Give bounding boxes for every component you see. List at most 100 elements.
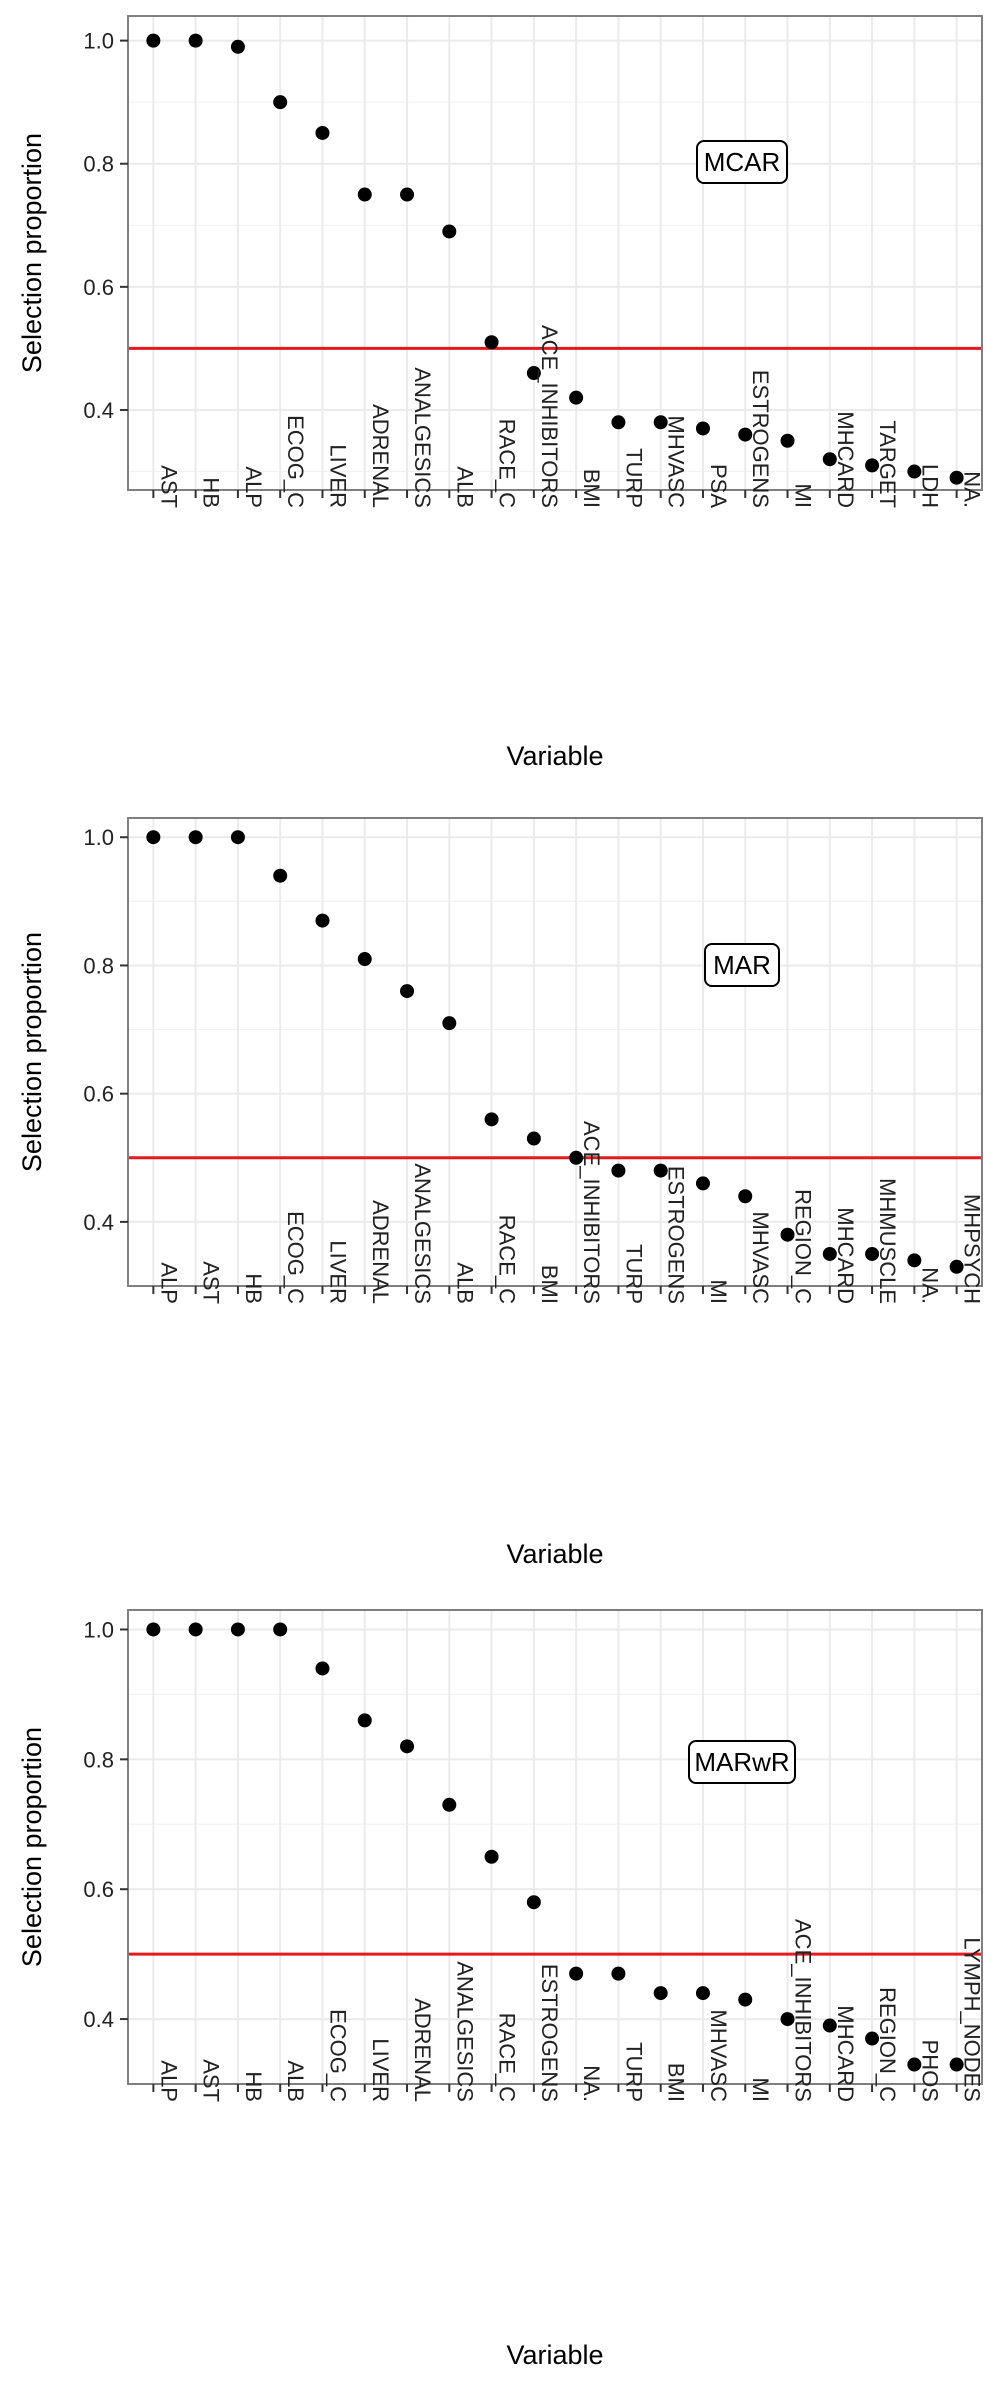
data-point xyxy=(526,1131,541,1146)
data-point xyxy=(315,1661,330,1676)
data-point xyxy=(315,125,330,140)
data-point xyxy=(865,458,880,473)
x-tick-label: NA. xyxy=(960,471,985,508)
x-axis-title: Variable xyxy=(506,1539,603,1569)
x-tick-label: NA. xyxy=(917,1267,942,1304)
panel-border xyxy=(127,1609,983,2085)
data-point xyxy=(146,1622,161,1637)
x-tick-label: BMI xyxy=(537,1265,562,1304)
data-point xyxy=(653,415,668,430)
data-point xyxy=(822,2018,837,2033)
panel-annotation-box xyxy=(696,140,788,184)
y-tick-label: 0.4 xyxy=(83,398,114,423)
data-point xyxy=(273,1622,288,1637)
x-tick-label: MHVASC xyxy=(748,1212,773,1305)
x-tick-label: ECOG_C xyxy=(325,2009,350,2102)
data-point xyxy=(188,830,203,845)
data-point xyxy=(230,830,245,845)
data-point xyxy=(400,1739,415,1754)
y-axis-title: Selection proportion xyxy=(17,133,47,373)
data-point xyxy=(611,1163,626,1178)
x-tick-label: ALP xyxy=(156,1262,181,1304)
x-tick-label: LDH xyxy=(917,464,942,508)
x-tick-label: PSA xyxy=(706,464,731,508)
x-tick-label: LIVER xyxy=(368,2038,393,2102)
x-tick-label: ACE_INHIBITORS xyxy=(537,325,562,508)
data-point xyxy=(526,366,541,381)
x-axis-title: Variable xyxy=(506,2340,603,2370)
data-point xyxy=(780,1227,795,1242)
x-tick-label: ACE_INHIBITORS xyxy=(579,1121,604,1304)
panel-background xyxy=(128,1610,982,2084)
panel-annotation-label: MARwR xyxy=(694,1747,789,1777)
x-tick-label: LIVER xyxy=(325,1240,350,1304)
panel-annotation-label: MAR xyxy=(713,950,771,980)
data-point xyxy=(949,1259,964,1274)
data-point xyxy=(146,830,161,845)
data-point xyxy=(357,952,372,967)
x-tick-label: MHCARD xyxy=(833,1207,858,1304)
x-tick-label: ADRENAL xyxy=(410,1998,435,2102)
x-tick-label: LYMPH_NODES xyxy=(960,1937,985,2102)
x-tick-label: MHMUSCLE xyxy=(875,1178,900,1304)
data-point xyxy=(569,1966,584,1981)
panel-border xyxy=(127,817,983,1287)
data-point xyxy=(484,1112,499,1127)
x-tick-label: MHCARD xyxy=(833,2005,858,2102)
data-point xyxy=(695,1986,710,2001)
data-point xyxy=(442,1016,457,1031)
panel-border xyxy=(127,15,983,491)
data-point xyxy=(146,33,161,48)
y-tick-label: 1.0 xyxy=(83,1617,114,1642)
data-point xyxy=(357,1713,372,1728)
y-tick-label: 0.8 xyxy=(83,152,114,177)
x-tick-label: RACE_C xyxy=(495,2013,520,2102)
x-tick-label: HB xyxy=(241,2071,266,2102)
x-tick-label: BMI xyxy=(664,2063,689,2102)
data-point xyxy=(569,390,584,405)
x-axis-title: Variable xyxy=(506,741,603,771)
x-tick-label: ALP xyxy=(241,466,266,508)
x-tick-label: ECOG_C xyxy=(283,415,308,508)
chart-panel-2: MAR 0.4 0.6 0.8 1.0 ALP AST HB ECOG_C LIVER ADRENA… xyxy=(17,817,985,1569)
x-tick-label: TURP xyxy=(621,1244,646,1304)
x-tick-label: PHOS xyxy=(917,2040,942,2102)
data-point xyxy=(949,470,964,485)
x-tick-label: TARGET xyxy=(875,420,900,508)
data-point xyxy=(695,1176,710,1191)
data-point xyxy=(865,2031,880,2046)
x-tick-label: ACE_INHIBITORS xyxy=(791,1919,816,2102)
chart-panel-3: MARwR 0.4 0.6 0.8 1.0 ALP AST HB ALB ECOG_C LIVER A… xyxy=(17,1609,985,2370)
x-tick-label: LIVER xyxy=(325,444,350,508)
x-tick-label: ADRENAL xyxy=(368,1200,393,1304)
x-tick-label: REGION_C xyxy=(791,1189,816,1304)
y-tick-label: 0.6 xyxy=(83,1082,114,1107)
panel-annotation-box xyxy=(688,1740,796,1784)
data-point xyxy=(865,1246,880,1261)
x-tick-label: TURP xyxy=(621,448,646,508)
x-tick-label: MI xyxy=(791,484,816,508)
x-tick-label: MHVASC xyxy=(706,2010,731,2103)
x-tick-label: ALB xyxy=(452,1262,477,1304)
x-tick-label: ALB xyxy=(283,2060,308,2102)
y-tick-label: 0.8 xyxy=(83,953,114,978)
data-point xyxy=(738,427,753,442)
x-tick-label: HB xyxy=(241,1273,266,1304)
data-point xyxy=(738,1992,753,2007)
x-tick-label: ESTROGENS xyxy=(537,1964,562,2102)
x-tick-label: ANALGESICS xyxy=(410,1163,435,1304)
data-point xyxy=(949,2057,964,2072)
x-tick-label: ECOG_C xyxy=(283,1211,308,1304)
panel-background xyxy=(128,818,982,1286)
data-point xyxy=(315,913,330,928)
data-point xyxy=(230,1622,245,1637)
x-tick-label: MI xyxy=(748,2078,773,2102)
data-point xyxy=(611,415,626,430)
x-tick-label: BMI xyxy=(579,469,604,508)
data-point xyxy=(400,984,415,999)
data-point xyxy=(230,39,245,54)
data-point xyxy=(188,1622,203,1637)
x-tick-label: ADRENAL xyxy=(368,404,393,508)
panel-annotation-box xyxy=(704,943,780,987)
